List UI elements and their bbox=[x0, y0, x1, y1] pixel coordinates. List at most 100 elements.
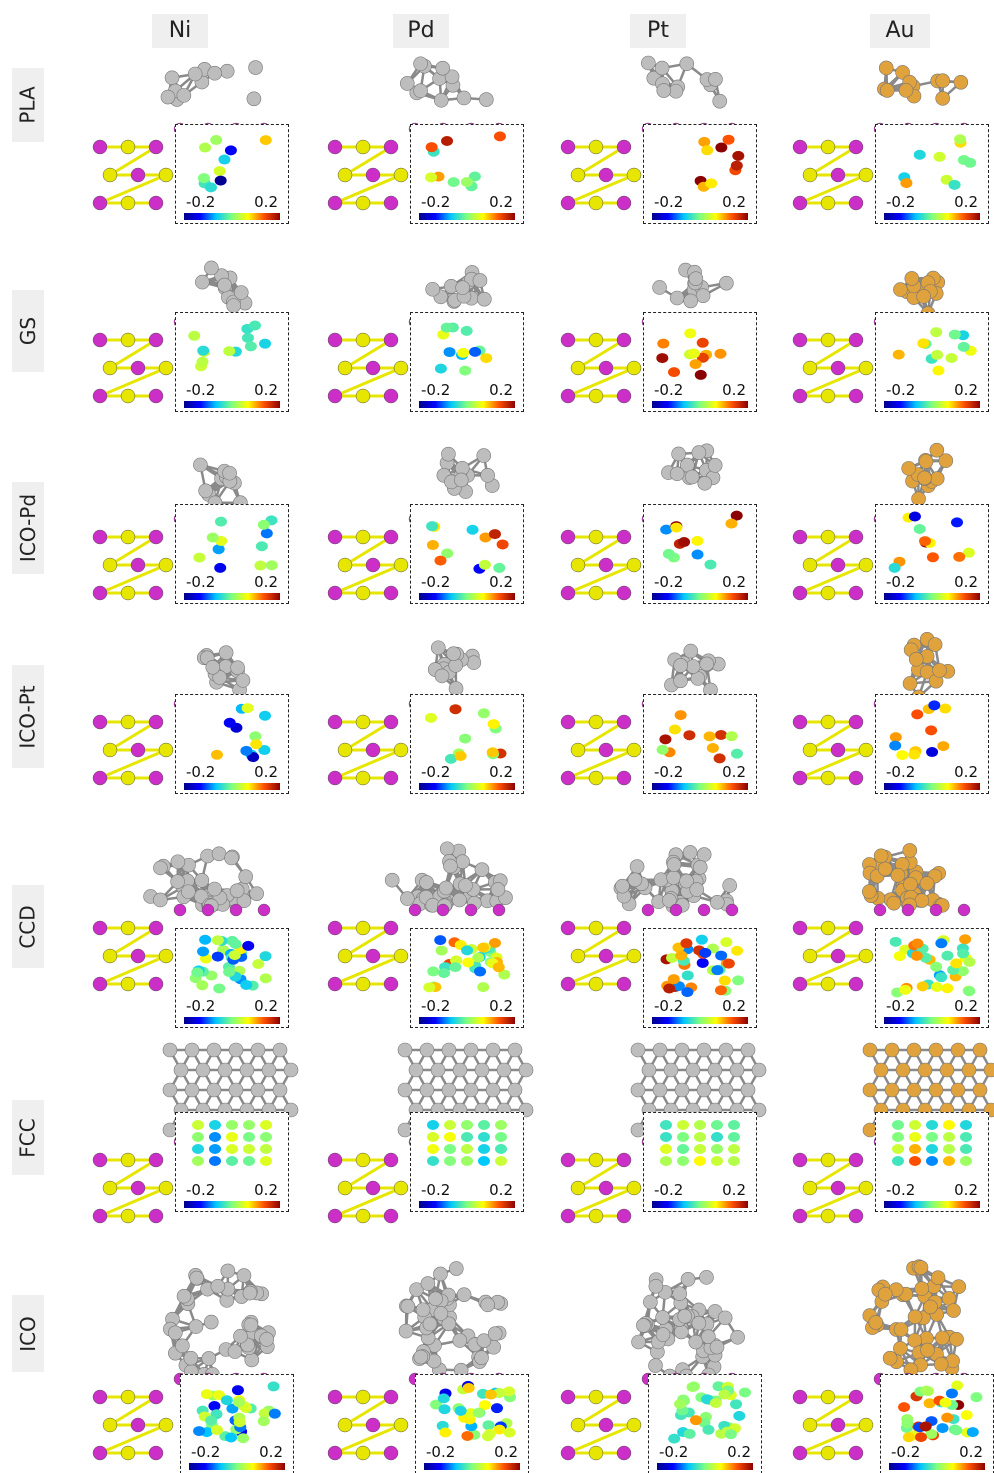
substrate-atom bbox=[848, 529, 864, 545]
charge-atom bbox=[435, 945, 448, 956]
panel-pla-au: -0.2 0.2 bbox=[792, 52, 994, 242]
cluster-atom bbox=[413, 1349, 429, 1365]
substrate-bond bbox=[809, 926, 857, 958]
cluster-atom bbox=[272, 1042, 288, 1058]
colorbar bbox=[657, 1463, 753, 1470]
substrate-atom bbox=[383, 585, 399, 601]
substrate-atom bbox=[588, 920, 604, 936]
charge-atom bbox=[214, 562, 227, 573]
charge-map bbox=[660, 934, 745, 998]
cluster-atom bbox=[695, 288, 711, 303]
charge-atom bbox=[243, 1144, 255, 1154]
substrate-atom bbox=[616, 1208, 632, 1224]
charge-map bbox=[889, 934, 976, 998]
charge-atom bbox=[902, 1432, 915, 1443]
substrate-atom bbox=[130, 742, 146, 758]
cluster-atom bbox=[212, 670, 228, 685]
substrate-atom bbox=[148, 585, 164, 601]
charge-atom bbox=[930, 981, 943, 992]
charge-map bbox=[425, 131, 506, 192]
substrate-bond bbox=[334, 563, 402, 595]
charge-atom bbox=[951, 517, 964, 528]
charge-atom bbox=[939, 1397, 952, 1408]
substrate-atom bbox=[148, 1389, 164, 1405]
substrate-atom bbox=[92, 1389, 108, 1405]
charge-atom bbox=[945, 1388, 958, 1399]
charge-inset: -0.2 0.2 bbox=[410, 504, 524, 604]
substrate-bond bbox=[109, 145, 157, 177]
cluster-atom bbox=[490, 882, 506, 897]
substrate-bond bbox=[799, 563, 867, 595]
substrate-atom bbox=[130, 1180, 146, 1196]
charge-atom bbox=[892, 1156, 904, 1166]
substrate-atom bbox=[355, 770, 371, 786]
cluster-atom bbox=[162, 1082, 178, 1098]
cluster-atom bbox=[930, 1270, 946, 1285]
substrate-atom bbox=[327, 920, 343, 936]
substrate-atom bbox=[820, 585, 836, 601]
charge-atom bbox=[683, 1428, 696, 1439]
cluster-atom bbox=[873, 848, 889, 864]
cluster-atom bbox=[441, 1316, 457, 1332]
row-label-text: PLA bbox=[16, 86, 40, 124]
colorbar-min-label: -0.2 bbox=[421, 573, 451, 591]
substrate-atom bbox=[560, 332, 576, 348]
charge-atom bbox=[480, 353, 493, 364]
substrate-atom bbox=[626, 948, 642, 964]
row-label-text: ICO-Pd bbox=[16, 493, 41, 563]
charge-atom bbox=[677, 1120, 689, 1130]
cluster-atom bbox=[696, 1082, 712, 1098]
cluster-atom bbox=[862, 1042, 878, 1058]
substrate-atom bbox=[802, 557, 818, 573]
panel-fcc-ni: -0.2 0.2 bbox=[92, 1040, 325, 1230]
cluster-atom bbox=[691, 445, 707, 460]
cluster-atom bbox=[233, 1328, 248, 1344]
charge-atom bbox=[896, 750, 909, 761]
charge-atom bbox=[728, 1156, 740, 1166]
charge-atom bbox=[212, 544, 225, 555]
charge-atom bbox=[461, 1120, 473, 1130]
cluster-atom bbox=[419, 1042, 435, 1058]
panel-ccd-au: -0.2 0.2 bbox=[792, 818, 994, 1028]
cluster-atom bbox=[487, 1326, 503, 1342]
panel-pla-ni: -0.2 0.2 bbox=[92, 52, 325, 242]
substrate-atom bbox=[383, 1389, 399, 1405]
charge-atom bbox=[228, 950, 241, 961]
substrate-bond bbox=[577, 1158, 625, 1190]
substrate-atom bbox=[120, 195, 136, 211]
charge-atom bbox=[240, 979, 253, 990]
charge-atom bbox=[945, 353, 958, 364]
charge-atom bbox=[677, 1144, 689, 1154]
charge-atom bbox=[233, 1397, 246, 1408]
charge-atom bbox=[948, 179, 961, 190]
substrate-atom bbox=[570, 360, 586, 376]
substrate-bond bbox=[799, 748, 867, 780]
substrate-atom bbox=[148, 195, 164, 211]
charge-atom bbox=[656, 744, 669, 755]
substrate-atom bbox=[588, 1445, 604, 1461]
substrate-atom bbox=[120, 920, 136, 936]
charge-map bbox=[188, 320, 272, 372]
cluster-atom bbox=[879, 83, 895, 98]
panel-ico-pd-pd: -0.2 0.2 bbox=[327, 432, 560, 622]
charge-atom bbox=[714, 985, 727, 996]
charge-atom bbox=[225, 1432, 238, 1443]
charge-atom bbox=[660, 1120, 672, 1130]
substrate-bond bbox=[809, 535, 857, 567]
substrate-bond bbox=[344, 338, 392, 370]
substrate-atom bbox=[598, 360, 614, 376]
substrate-bond bbox=[567, 954, 635, 986]
panel-gs-pd: -0.2 0.2 bbox=[327, 240, 560, 430]
charge-inset: -0.2 0.2 bbox=[175, 504, 289, 604]
cluster-atom bbox=[441, 1042, 457, 1058]
substrate-atom bbox=[102, 360, 118, 376]
charge-atom bbox=[260, 1120, 272, 1130]
charge-atom bbox=[461, 1156, 473, 1166]
charge-atom bbox=[260, 1156, 272, 1166]
cluster-atom bbox=[671, 446, 686, 462]
charge-atom bbox=[678, 537, 691, 548]
colorbar bbox=[424, 1463, 520, 1470]
charge-atom bbox=[469, 346, 482, 357]
charge-atom bbox=[426, 521, 439, 532]
substrate-atom bbox=[802, 1180, 818, 1196]
